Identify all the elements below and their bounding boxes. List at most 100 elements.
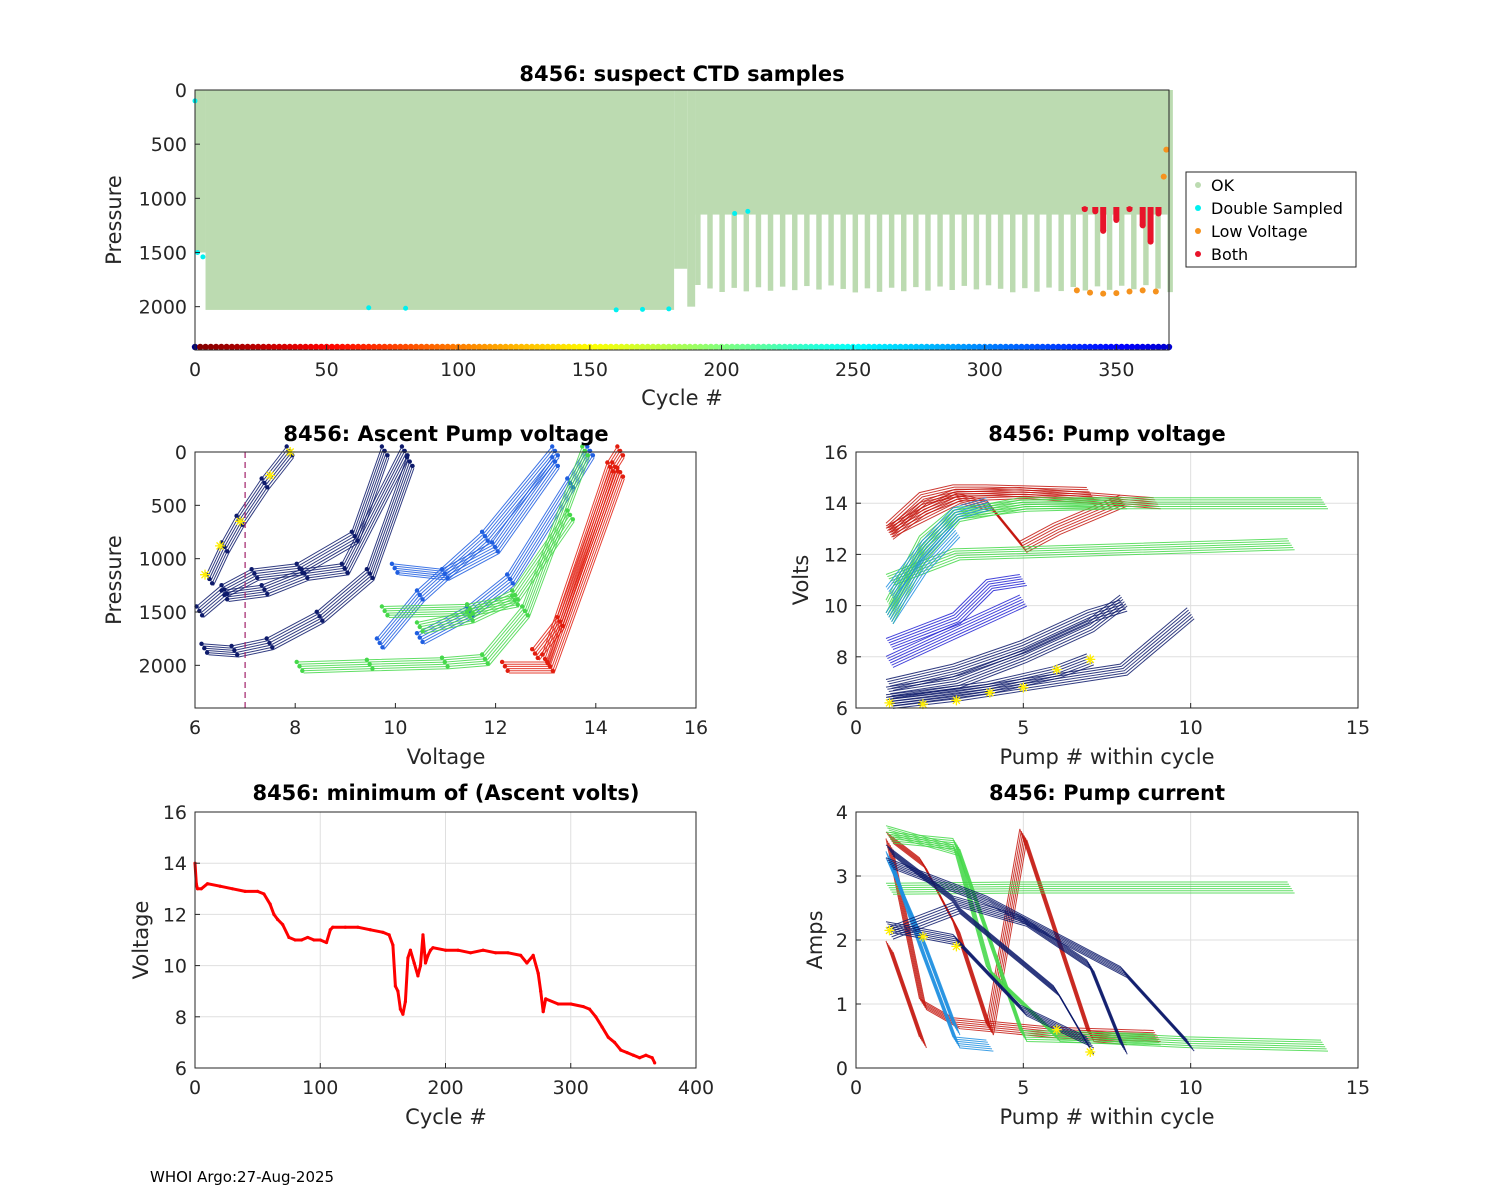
p2-series-point xyxy=(367,571,372,576)
p1-cycle-color-marker xyxy=(644,343,651,351)
p2-series-point xyxy=(294,659,299,665)
p2-series-point xyxy=(234,652,240,657)
p1-cycle-color-marker xyxy=(1155,343,1162,351)
p1-cycle-color-marker xyxy=(686,343,694,351)
p4-xtick-label: 0 xyxy=(189,1077,201,1099)
p1-cycle-color-marker xyxy=(607,343,615,351)
p3-series-line xyxy=(885,486,1154,529)
p1-low-voltage-point xyxy=(1126,288,1133,295)
p1-cycle-color-marker xyxy=(370,343,378,351)
p1-cycle-color-marker xyxy=(539,343,546,351)
p1-cycle-color-marker xyxy=(1086,343,1094,351)
p2-series-line xyxy=(421,516,572,630)
p1-cycle-color-marker xyxy=(897,343,904,351)
p5-yellow-marker xyxy=(884,925,895,936)
p2-xtick-label: 12 xyxy=(484,717,508,739)
p4-series-point xyxy=(243,889,247,893)
p1-cycle-color-marker xyxy=(649,343,657,351)
p1-both-bar xyxy=(1139,207,1146,226)
p1-ytick-label: 1500 xyxy=(139,243,187,265)
p1-double-sampled-point xyxy=(732,211,738,216)
p2-series-point xyxy=(264,636,269,641)
p2-series-point xyxy=(507,576,513,582)
p2-series-point xyxy=(470,618,475,623)
p3-series-line xyxy=(890,580,1025,646)
p1-cycle-color-marker xyxy=(965,343,973,351)
p2-series-point xyxy=(300,668,305,673)
p2-series-line xyxy=(379,450,556,644)
p2-series-point xyxy=(199,613,205,618)
legend-both-label: Both xyxy=(1211,245,1248,264)
p2-series-point xyxy=(464,602,470,607)
p1-xtick-label: 350 xyxy=(1098,359,1134,381)
p2-series-point xyxy=(370,666,375,671)
p1-cycle-color-marker xyxy=(1018,343,1025,351)
p5-series-line xyxy=(892,892,1295,895)
p1-axes-box xyxy=(194,89,1170,351)
p1-cycle-color-marker xyxy=(1039,343,1046,351)
p2-series-point xyxy=(420,639,425,645)
p2-series-line xyxy=(394,461,556,575)
p5-ytick-label: 2 xyxy=(836,930,848,952)
p2-series-point xyxy=(407,459,412,464)
p2-series-line xyxy=(397,465,559,579)
p2-series-point xyxy=(224,597,230,602)
p2-ytick-label: 1000 xyxy=(139,549,187,571)
p3-series-line xyxy=(885,594,1021,657)
p4-ytick-label: 14 xyxy=(163,853,187,875)
p2-series-point xyxy=(417,592,422,598)
p4-series-point xyxy=(631,1053,635,1057)
p2-series-point xyxy=(342,566,347,571)
p1-cycle-color-marker xyxy=(802,343,809,351)
p1-cycle-color-marker xyxy=(739,343,746,351)
p1-cycle-color-marker xyxy=(786,343,794,351)
p2-series-point xyxy=(519,604,525,609)
p1-cycle-color-marker xyxy=(886,343,894,351)
p1-cycle-color-marker xyxy=(834,343,841,351)
p2-xtick-label: 14 xyxy=(584,717,608,739)
p1-cycle-color-marker xyxy=(312,343,320,351)
p3-series-line xyxy=(885,497,987,588)
p2-series-point xyxy=(555,463,561,469)
p2-series-line xyxy=(538,473,620,661)
p1-legend[interactable]: OK Double Sampled Low Voltage Both xyxy=(1185,171,1357,268)
p4-series-point xyxy=(468,951,473,955)
p4-series-point xyxy=(587,1007,592,1011)
p3-gridlines xyxy=(855,451,1359,709)
p4-xtick-label: 400 xyxy=(678,1077,714,1099)
p2-series-point xyxy=(610,469,616,474)
p5-series-line xyxy=(885,851,987,1041)
p1-cycle-color-marker xyxy=(992,343,999,351)
p2-series-point xyxy=(399,444,405,449)
p1-low-voltage-point xyxy=(1163,146,1170,153)
p2-series-line xyxy=(548,457,625,666)
p1-cycle-color-marker xyxy=(202,343,209,351)
p1-cycle-color-marker xyxy=(634,343,641,351)
p1-both-bar xyxy=(1155,207,1162,214)
p2-ytick-label: 1500 xyxy=(139,602,187,624)
p1-cycle-color-marker xyxy=(328,343,336,351)
p4-xtick-label: 100 xyxy=(302,1077,338,1099)
p1-ylabel: Pressure xyxy=(102,175,126,265)
p2-series-line xyxy=(202,459,409,649)
p4-series-point xyxy=(281,923,285,927)
p1-xtick-label: 100 xyxy=(440,359,476,381)
p1-cycle-color-marker xyxy=(1013,343,1020,351)
panel-ascent-pump-voltage: 6 8 10 12 14 16 0 500 1000 1500 2000 8456: Ascent … xyxy=(102,422,708,769)
p1-cycle-color-marker xyxy=(1150,343,1157,351)
p1-cycle-color-marker xyxy=(986,343,994,351)
p4-series-point xyxy=(544,997,548,1001)
p2-data-marks xyxy=(194,444,626,708)
p1-cycle-color-marker xyxy=(307,343,315,351)
legend-double-sampled-label: Double Sampled xyxy=(1211,199,1343,218)
p1-ok-profile xyxy=(195,90,206,253)
p1-cycle-color-marker xyxy=(734,343,741,351)
p2-series-point xyxy=(414,588,420,593)
p5-series-line xyxy=(890,927,1092,1044)
p1-cycle-color-marker xyxy=(839,343,846,351)
p1-xtick-label: 150 xyxy=(572,359,608,381)
p2-series-line xyxy=(388,606,520,618)
p2-series-point xyxy=(482,656,488,662)
p3-series-line xyxy=(890,614,1192,705)
p2-series-point xyxy=(479,529,485,535)
